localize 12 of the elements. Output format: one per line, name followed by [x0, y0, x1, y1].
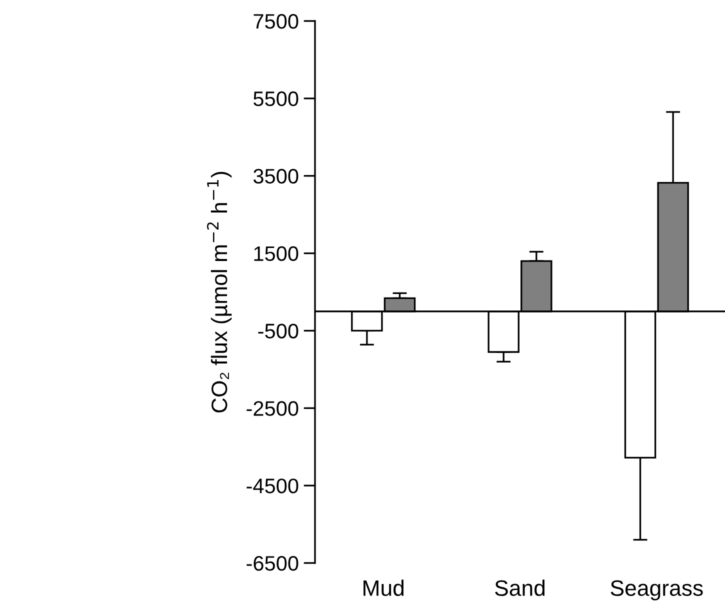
y-tick-label: 3500	[253, 168, 298, 184]
y-tick-label: 5500	[254, 91, 298, 106]
y-axis-title: CO₂ flux (µmol m$^{−2}$ h$^{−1}$)	[206, 172, 232, 412]
y-tick-label: -4500	[246, 478, 298, 494]
y-tick-label: -500	[258, 324, 298, 338]
y-tick-label: 7500	[254, 14, 298, 29]
y-tick-label: -2500	[246, 401, 298, 416]
x-tick-label: Mud	[364, 580, 404, 596]
x-tick-label: Seagrass	[610, 580, 703, 600]
y-tick-label: -6500	[246, 556, 298, 571]
x-tick-label: Sand	[495, 580, 545, 596]
y-tick-label: 1500	[254, 246, 298, 262]
